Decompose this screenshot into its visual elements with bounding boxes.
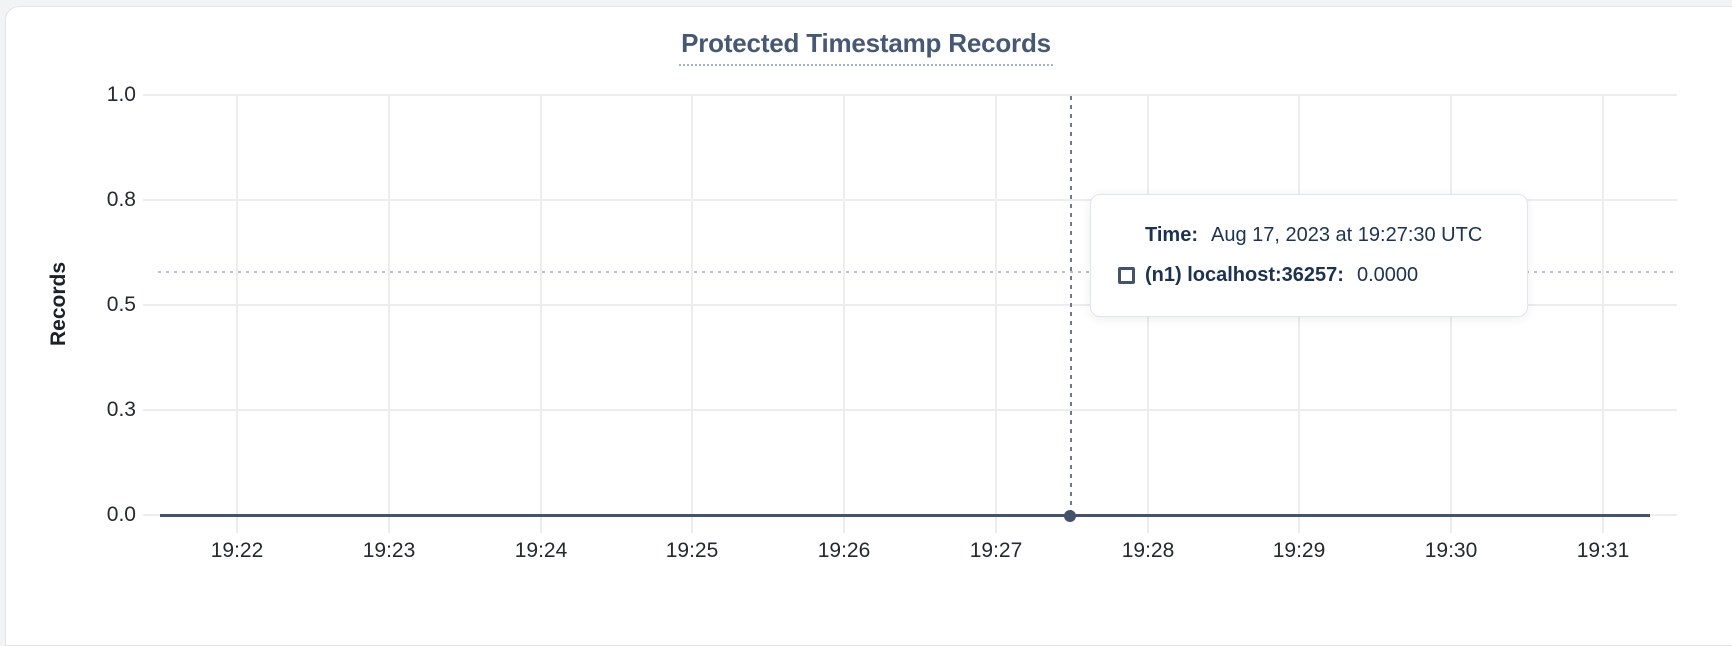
cursor-horizontal-dotted-line [158, 271, 1677, 273]
x-tick-label: 19:26 [817, 539, 871, 562]
y-tick-label: 0.8 [106, 188, 136, 211]
y-tick-label: 0.3 [106, 398, 136, 421]
tooltip-series-row: (n1) localhost:36257: 0.0000 [1118, 264, 1507, 287]
vertical-gridline [540, 96, 542, 533]
x-tick-label: 19:23 [362, 539, 416, 562]
crosshair-vertical-dashed-line [1070, 96, 1072, 516]
x-tick-label: 19:22 [210, 539, 264, 562]
horizontal-gridline [143, 304, 1677, 306]
vertical-gridline [388, 96, 390, 533]
hovered-data-point-dot [1064, 510, 1076, 522]
vertical-gridline [1602, 96, 1604, 533]
tooltip-series-value: 0.0000 [1356, 264, 1419, 286]
x-tick-label: 19:25 [665, 539, 719, 562]
x-tick-label: 19:31 [1576, 539, 1630, 562]
x-tick-label: 19:30 [1424, 539, 1478, 562]
series-swatch-icon [1118, 267, 1135, 284]
chart-title[interactable]: Protected Timestamp Records [679, 28, 1053, 66]
y-tick-label: 0.5 [106, 293, 136, 316]
horizontal-gridline [143, 94, 1677, 96]
tooltip-time-row: Time: Aug 17, 2023 at 19:27:30 UTC [1145, 224, 1507, 247]
vertical-gridline [236, 96, 238, 533]
chart-plot-area[interactable]: Records 1.0 0.8 0.5 0.3 0.0 19:22 19:23 19:24 1… [0, 0, 1732, 628]
tooltip-time-value: Aug 17, 2023 at 19:27:30 UTC [1210, 224, 1483, 246]
tooltip-series-label: (n1) localhost:36257: [1145, 264, 1344, 286]
x-tick-label: 19:24 [514, 539, 568, 562]
horizontal-gridline [143, 199, 1677, 201]
x-tick-label: 19:28 [1121, 539, 1175, 562]
x-tick-label: 19:27 [969, 539, 1023, 562]
y-tick-label: 0.0 [106, 503, 136, 526]
vertical-gridline [995, 96, 997, 533]
hover-tooltip: Time: Aug 17, 2023 at 19:27:30 UTC (n1) l… [1090, 194, 1528, 317]
x-tick-label: 19:29 [1272, 539, 1326, 562]
chart-header: Protected Timestamp Records [0, 28, 1732, 66]
vertical-gridline [691, 96, 693, 533]
horizontal-gridline [143, 409, 1677, 411]
chart-card [5, 6, 1732, 646]
vertical-gridline [843, 96, 845, 533]
series-zero-line [160, 514, 1650, 517]
y-tick-label: 1.0 [106, 83, 136, 106]
tooltip-time-label: Time: [1145, 224, 1198, 246]
